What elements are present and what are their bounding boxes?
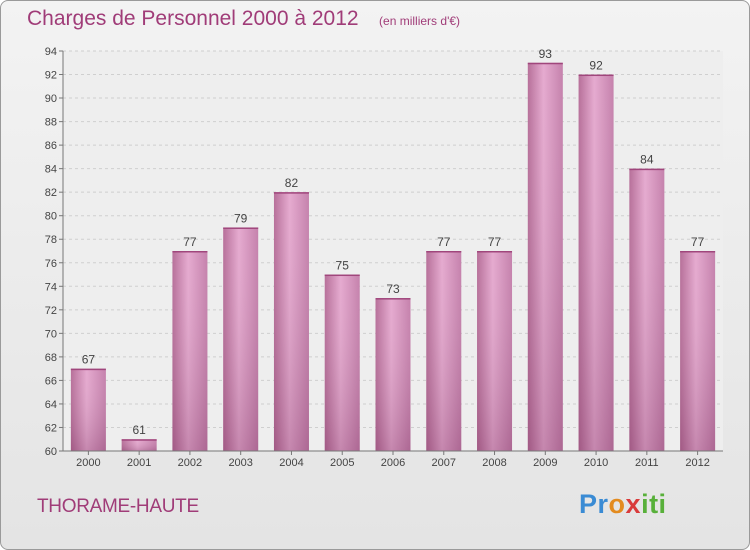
bar-top-2005 bbox=[324, 274, 360, 277]
bar-top-2009 bbox=[527, 62, 563, 65]
y-tick-label: 64 bbox=[45, 399, 57, 411]
chart-unit: (en milliers d'€) bbox=[379, 14, 461, 28]
bar-top-2003 bbox=[223, 227, 259, 229]
y-tick-label: 70 bbox=[45, 328, 57, 340]
x-tick-label-2000: 2000 bbox=[76, 457, 100, 469]
y-tick-label: 92 bbox=[45, 70, 57, 82]
bar-shade-2005 bbox=[324, 274, 360, 451]
logo-part-2: o bbox=[608, 489, 626, 519]
x-tick-label-2001: 2001 bbox=[127, 457, 151, 469]
x-tick-label-2012: 2012 bbox=[685, 457, 709, 469]
x-tick-label-2009: 2009 bbox=[533, 457, 557, 469]
commune-name: THORAME-HAUTE bbox=[37, 496, 199, 517]
bar-top-2002 bbox=[172, 251, 208, 253]
bar-shade-2012 bbox=[680, 251, 716, 451]
bar-shade-2008 bbox=[477, 251, 513, 451]
value-label-2007: 77 bbox=[437, 235, 451, 249]
y-tick-label: 68 bbox=[45, 352, 57, 364]
y-tick-label: 78 bbox=[45, 234, 57, 246]
y-tick-label: 94 bbox=[45, 46, 57, 58]
bar-top-2001 bbox=[121, 439, 157, 441]
y-tick-label: 84 bbox=[45, 164, 57, 176]
value-label-2006: 73 bbox=[386, 282, 400, 296]
y-tick-label: 90 bbox=[45, 93, 57, 105]
value-label-2000: 67 bbox=[82, 353, 96, 367]
bar-top-2008 bbox=[477, 251, 513, 253]
bar-top-2007 bbox=[426, 251, 462, 253]
x-tick-label-2008: 2008 bbox=[482, 457, 506, 469]
bar-shade-2004 bbox=[273, 192, 309, 452]
bar-shade-2002 bbox=[172, 251, 208, 451]
value-label-2009: 93 bbox=[539, 47, 553, 61]
x-tick-label-2003: 2003 bbox=[228, 457, 252, 469]
bar-shade-2000 bbox=[70, 368, 106, 451]
bar-top-2011 bbox=[629, 168, 665, 171]
y-tick-label: 62 bbox=[45, 422, 57, 434]
x-tick-label-2011: 2011 bbox=[635, 457, 659, 469]
logo-part-3: x bbox=[625, 489, 642, 519]
x-tick-label-2002: 2002 bbox=[178, 457, 202, 469]
bar-top-2006 bbox=[375, 298, 411, 300]
logo-part-4: iti bbox=[641, 489, 667, 519]
y-tick-label: 80 bbox=[45, 211, 57, 223]
chart-title: Charges de Personnel 2000 à 2012 bbox=[27, 7, 359, 30]
logo-part-1: Pr bbox=[579, 489, 609, 519]
bar-top-2010 bbox=[578, 74, 614, 77]
x-tick-label-2006: 2006 bbox=[381, 457, 405, 469]
value-label-2005: 75 bbox=[336, 259, 350, 273]
bar-top-2012 bbox=[680, 251, 716, 253]
value-label-2008: 77 bbox=[488, 235, 502, 249]
value-label-2012: 77 bbox=[691, 235, 705, 249]
value-label-2004: 82 bbox=[285, 176, 299, 190]
bar-shade-2001 bbox=[121, 439, 157, 451]
bar-shade-2011 bbox=[629, 168, 665, 451]
bar-top-2000 bbox=[70, 368, 106, 371]
bar-shade-2006 bbox=[375, 298, 411, 451]
y-tick-label: 72 bbox=[45, 305, 57, 317]
y-tick-label: 82 bbox=[45, 187, 57, 199]
x-tick-label-2005: 2005 bbox=[330, 457, 354, 469]
proxiti-logo: Proxiti bbox=[579, 489, 667, 520]
x-tick-label-2007: 2007 bbox=[432, 457, 456, 469]
bar-shade-2003 bbox=[223, 227, 259, 451]
x-tick-label-2010: 2010 bbox=[584, 457, 608, 469]
bar-top-2004 bbox=[273, 192, 309, 194]
y-tick-label: 86 bbox=[45, 140, 57, 152]
bar-shade-2007 bbox=[426, 251, 462, 451]
title-row: Charges de Personnel 2000 à 2012 (en mil… bbox=[27, 7, 460, 31]
y-tick-label: 60 bbox=[45, 446, 57, 458]
bar-shade-2010 bbox=[578, 74, 614, 451]
value-label-2003: 79 bbox=[234, 211, 248, 225]
value-label-2001: 61 bbox=[132, 423, 146, 437]
y-tick-label: 74 bbox=[45, 281, 57, 293]
value-label-2011: 84 bbox=[640, 153, 654, 167]
y-tick-label: 88 bbox=[45, 117, 57, 129]
y-tick-label: 76 bbox=[45, 258, 57, 270]
value-label-2010: 92 bbox=[589, 59, 603, 73]
x-tick-label-2004: 2004 bbox=[279, 457, 303, 469]
y-tick-label: 66 bbox=[45, 375, 57, 387]
bar-shade-2009 bbox=[527, 62, 563, 451]
value-label-2002: 77 bbox=[183, 235, 197, 249]
